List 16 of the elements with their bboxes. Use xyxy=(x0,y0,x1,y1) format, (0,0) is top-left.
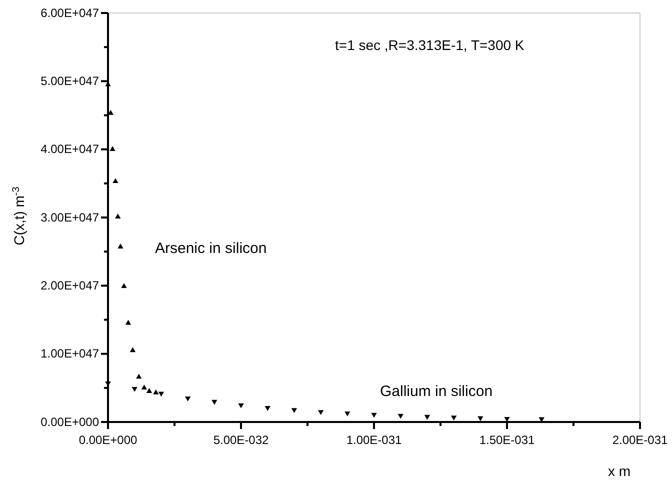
y-tick-label: 0.00E+000 xyxy=(40,414,100,429)
x-axis-title: x m xyxy=(608,463,631,479)
x-tick-label: 1.00E-031 xyxy=(346,433,402,448)
y-tick-label: 4.00E+047 xyxy=(40,142,100,156)
annotation: t=1 sec ,R=3.313E-1, T=300 K xyxy=(335,37,525,53)
x-tick-label: 5.00E-032 xyxy=(213,433,270,448)
x-tick-label: 1.50E-031 xyxy=(479,433,536,448)
x-tick-label: 0.00E+000 xyxy=(78,433,138,448)
y-tick-label: 6.00E+047 xyxy=(40,6,100,20)
series-label: Gallium in silicon xyxy=(380,383,493,400)
y-tick-label: 5.00E+047 xyxy=(40,74,100,88)
y-tick-label: 3.00E+047 xyxy=(40,210,100,224)
y-tick-label: 1.00E+047 xyxy=(40,346,100,361)
text: Arsenic in silicon xyxy=(155,240,267,257)
y-tick-label: 2.00E+047 xyxy=(40,278,100,293)
x-tick-label: 2.00E-031 xyxy=(612,433,668,448)
